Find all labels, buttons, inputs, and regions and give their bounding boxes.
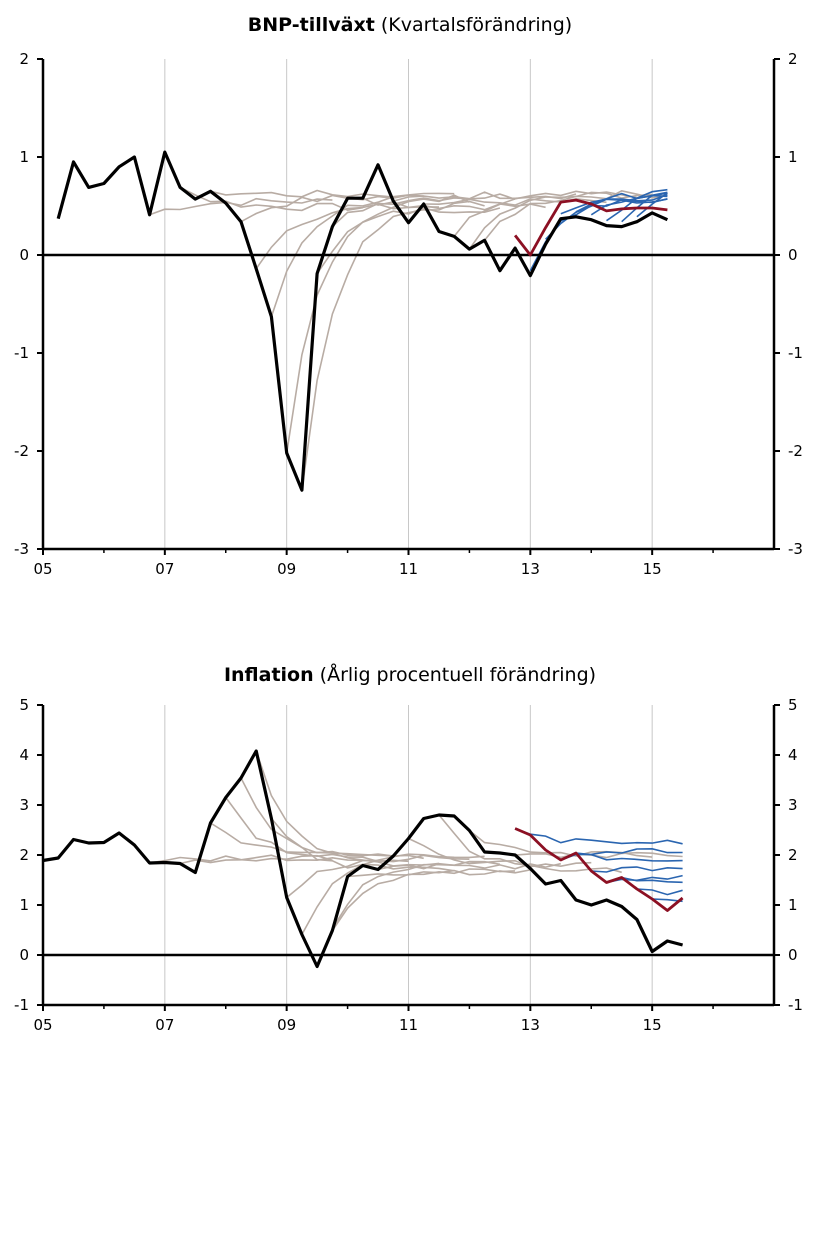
x-tick-label: 13 (521, 1016, 540, 1034)
scenario-forecast-line (621, 191, 668, 223)
y-tick-label-left: 5 (19, 696, 29, 714)
scenario-forecast-line (621, 876, 683, 884)
scenario-forecast-line (591, 866, 683, 873)
past-forecast-line (255, 750, 440, 867)
past-forecast-line (347, 869, 531, 878)
y-tick-label-right: 5 (788, 696, 798, 714)
scenario-forecast-line (560, 847, 683, 861)
x-tick-label: 05 (33, 560, 52, 578)
x-tick-label: 05 (33, 1016, 52, 1034)
y-tick-label-right: 4 (788, 746, 798, 764)
inflation-chart-title: Inflation (Årlig procentuell förändring) (0, 664, 820, 686)
scenario-forecast-line (636, 888, 683, 896)
x-tick-label: 09 (277, 560, 296, 578)
y-tick-label-right: 1 (788, 148, 798, 166)
past-forecast-line (377, 862, 561, 871)
y-tick-label-left: 1 (19, 148, 29, 166)
past-forecast-line (483, 190, 668, 241)
x-tick-label: 11 (399, 1016, 418, 1034)
scenario-forecast-line (575, 852, 683, 862)
past-forecast-line (331, 868, 516, 931)
scenario-forecast-line (514, 827, 683, 845)
gdp-title-bold: BNP-tillväxt (247, 14, 375, 36)
y-tick-label-left: 0 (19, 946, 29, 964)
y-tick-label-right: -1 (788, 996, 803, 1014)
scenario-forecast-line (560, 193, 668, 215)
past-forecast-line (316, 860, 501, 967)
y-tick-label-right: -2 (788, 442, 803, 460)
y-tick-label-left: 1 (19, 896, 29, 914)
y-tick-label-right: 3 (788, 796, 798, 814)
past-forecast-line (316, 206, 501, 275)
x-tick-label: 09 (277, 1016, 296, 1034)
y-tick-label-left: -2 (14, 442, 29, 460)
past-forecast-line (179, 854, 363, 865)
past-forecast-line (408, 837, 592, 868)
y-tick-label-right: 2 (788, 846, 798, 864)
past-forecast-line (331, 193, 516, 228)
past-forecast-line (270, 192, 455, 317)
inflation-title-rest: (Årlig procentuell förändring) (319, 664, 597, 686)
y-tick-label-left: -1 (14, 344, 29, 362)
outcome-line (42, 749, 684, 969)
y-tick-label-right: 0 (788, 246, 798, 264)
past-forecast-line (270, 817, 455, 872)
gdp-title-rest: (Kvartalsförändring) (380, 14, 573, 36)
past-forecast-line (149, 197, 333, 216)
past-forecast-line (179, 186, 363, 212)
y-tick-label-left: 2 (19, 50, 29, 68)
x-tick-label: 11 (399, 560, 418, 578)
y-tick-label-left: 0 (19, 246, 29, 264)
scenario-forecast-line (590, 188, 668, 216)
scenario-forecast-line (606, 874, 683, 884)
x-tick-label: 07 (155, 560, 174, 578)
past-forecast-line (210, 822, 394, 857)
y-tick-label-right: 0 (788, 946, 798, 964)
y-tick-label-right: -1 (788, 344, 803, 362)
past-forecast-line (301, 200, 485, 491)
inflation-chart: 5 54 43 32 21 10 0-1 -105 07 09 11 13 15 (14, 696, 803, 1034)
x-tick-label: 15 (643, 1016, 662, 1034)
y-tick-label-left: -3 (14, 540, 29, 558)
y-tick-label-right: 1 (788, 896, 798, 914)
main-forecast-line (514, 827, 684, 912)
x-tick-label: 15 (643, 560, 662, 578)
past-forecast-line (468, 191, 653, 250)
inflation-panel: Inflation (Årlig procentuell förändring)… (0, 650, 820, 1244)
y-tick-label-right: -3 (788, 540, 803, 558)
outcome-line (56, 150, 669, 492)
y-tick-label-left: 2 (19, 846, 29, 864)
gdp-growth-chart: 2 21 10 0-1 -1-2 -2-3 -305 07 09 11 13 15 (14, 50, 803, 578)
y-tick-label-right: 2 (788, 50, 798, 68)
past-forecast-line (453, 190, 638, 237)
y-tick-label-left: 4 (19, 746, 29, 764)
x-tick-label: 13 (521, 560, 540, 578)
y-tick-label-left: -1 (14, 996, 29, 1014)
gdp-chart-title: BNP-tillväxt (Kvartalsförändring) (0, 14, 820, 36)
scenario-forecast-line (636, 192, 668, 218)
inflation-title-bold: Inflation (223, 664, 314, 686)
main-forecast-line (513, 198, 668, 257)
y-tick-label-left: 3 (19, 796, 29, 814)
x-tick-label: 07 (155, 1016, 174, 1034)
